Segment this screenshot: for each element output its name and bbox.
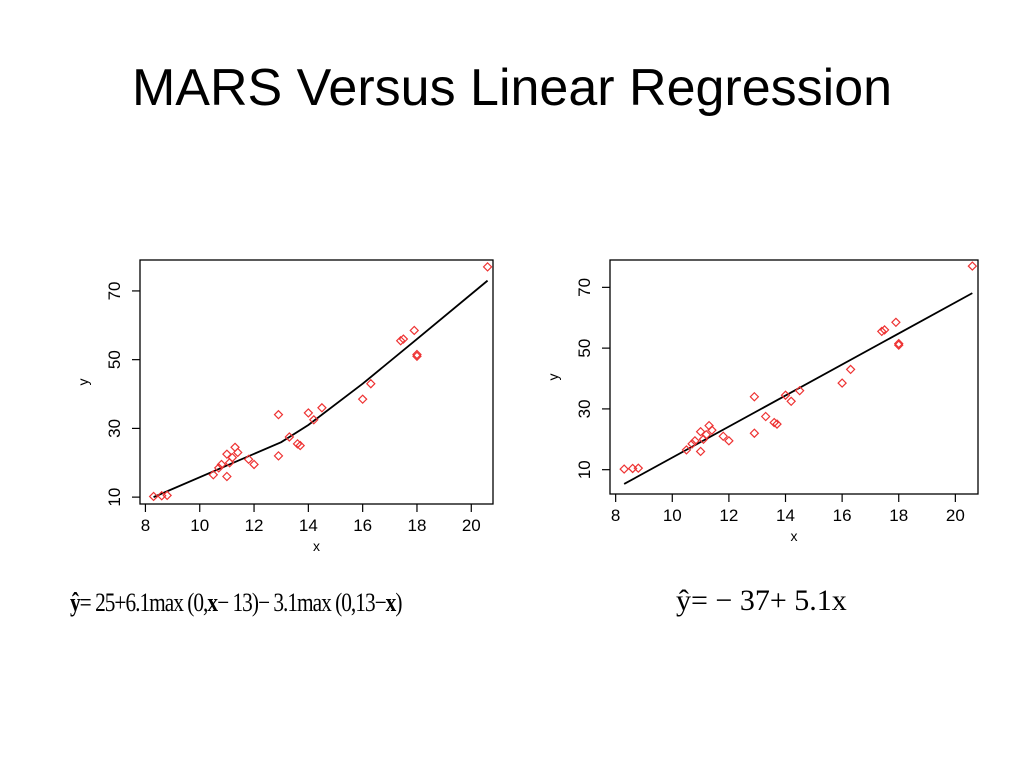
data-point — [876, 326, 887, 337]
data-point — [619, 464, 630, 474]
data-point — [227, 452, 238, 463]
data-point — [749, 428, 760, 439]
data-point — [317, 402, 327, 413]
mars-formula-eq: = 25+6.1max (0, — [79, 588, 209, 617]
data-point — [213, 463, 224, 473]
mars-formula-end: ) — [395, 588, 402, 617]
data-point — [409, 325, 420, 336]
data-point — [357, 394, 368, 405]
data-point — [365, 378, 376, 389]
x-tick-label: 10 — [190, 516, 209, 535]
x-tick-label: 16 — [353, 516, 372, 535]
linear-regression-chart: 8 10 12 14 16 18 20 10 30 50 70 x y — [545, 259, 979, 544]
x-tick-label: 18 — [889, 506, 908, 525]
x-tick-label: 14 — [776, 506, 795, 525]
y-axis-label: y — [75, 379, 91, 386]
data-point — [295, 440, 306, 451]
data-point — [718, 431, 729, 442]
data-point — [769, 417, 780, 428]
data-point — [879, 325, 890, 335]
data-point — [891, 317, 901, 328]
data-point — [794, 385, 805, 396]
mars-chart: 8 10 12 14 16 18 20 10 30 50 70 x y — [75, 259, 494, 554]
data-point — [398, 334, 409, 344]
y-axis-label: y — [545, 374, 561, 381]
x-tick-label: 14 — [299, 516, 318, 535]
data-point — [633, 463, 644, 474]
data-point — [893, 338, 904, 349]
x-tick-label: 10 — [663, 506, 682, 525]
data-point — [724, 435, 734, 446]
x-axis-label: x — [791, 528, 798, 544]
data-point — [222, 449, 232, 460]
data-point — [412, 349, 422, 360]
fit-line — [153, 279, 489, 498]
data-point — [967, 261, 978, 271]
y-tick-label: 70 — [105, 281, 124, 300]
data-point — [148, 491, 159, 502]
y-tick-label: 10 — [575, 460, 594, 479]
data-point — [701, 429, 712, 440]
data-point — [273, 409, 284, 420]
linear-formula: ŷ= − 37+ 5.1x — [676, 584, 847, 617]
x-tick-label: 20 — [462, 516, 481, 535]
mars-formula-mid: − 13)− 3.1max (0,13− — [217, 588, 387, 617]
data-point — [232, 447, 243, 458]
data-point — [780, 390, 791, 401]
x-axis-label: x — [313, 538, 320, 554]
mars-formula-yhat: ŷ — [70, 588, 81, 617]
x-tick-label: 12 — [245, 516, 264, 535]
data-point — [162, 490, 173, 501]
data-point — [243, 454, 254, 465]
data-point — [749, 391, 760, 402]
data-point — [690, 435, 700, 446]
x-tick-label: 18 — [408, 516, 427, 535]
y-tick-label: 10 — [105, 488, 124, 507]
x-tick-label: 12 — [719, 506, 738, 525]
data-point — [695, 426, 706, 437]
data-point — [681, 445, 692, 455]
y-tick-label: 30 — [575, 399, 594, 418]
y-tick-label: 70 — [575, 278, 594, 297]
y-tick-label: 50 — [105, 350, 124, 369]
data-point — [786, 396, 797, 407]
data-point — [292, 439, 303, 449]
data-point — [222, 471, 232, 482]
data-point — [482, 262, 493, 272]
data-point — [837, 378, 847, 388]
data-point — [303, 408, 314, 418]
data-point — [395, 335, 406, 346]
x-tick-label: 8 — [141, 516, 150, 535]
y-tick-label: 50 — [575, 339, 594, 358]
y-tick-label: 30 — [105, 419, 124, 438]
plot-frame — [139, 259, 494, 505]
x-tick-label: 16 — [833, 506, 852, 525]
data-point — [273, 451, 284, 461]
data-point — [208, 469, 219, 480]
data-point — [772, 419, 782, 429]
mars-formula-x1: x — [207, 588, 218, 617]
plot-frame — [609, 259, 979, 495]
x-tick-label: 8 — [611, 506, 620, 525]
data-point — [845, 364, 856, 375]
data-point — [308, 414, 319, 425]
mars-formula: ŷ= 25+6.1max (0,x− 13)− 3.1max (0,13−x) — [70, 588, 403, 618]
slide-title: MARS Versus Linear Regression — [131, 59, 893, 117]
data-point — [695, 446, 706, 457]
data-point — [412, 351, 422, 362]
data-point — [284, 432, 295, 442]
data-point — [230, 442, 240, 453]
mars-formula-x2: x — [385, 588, 397, 617]
data-point — [893, 340, 904, 350]
data-point — [760, 411, 771, 422]
data-point — [687, 439, 697, 449]
data-point — [249, 459, 259, 470]
data-point — [216, 459, 227, 470]
x-tick-label: 20 — [946, 506, 965, 525]
data-point — [707, 425, 717, 436]
